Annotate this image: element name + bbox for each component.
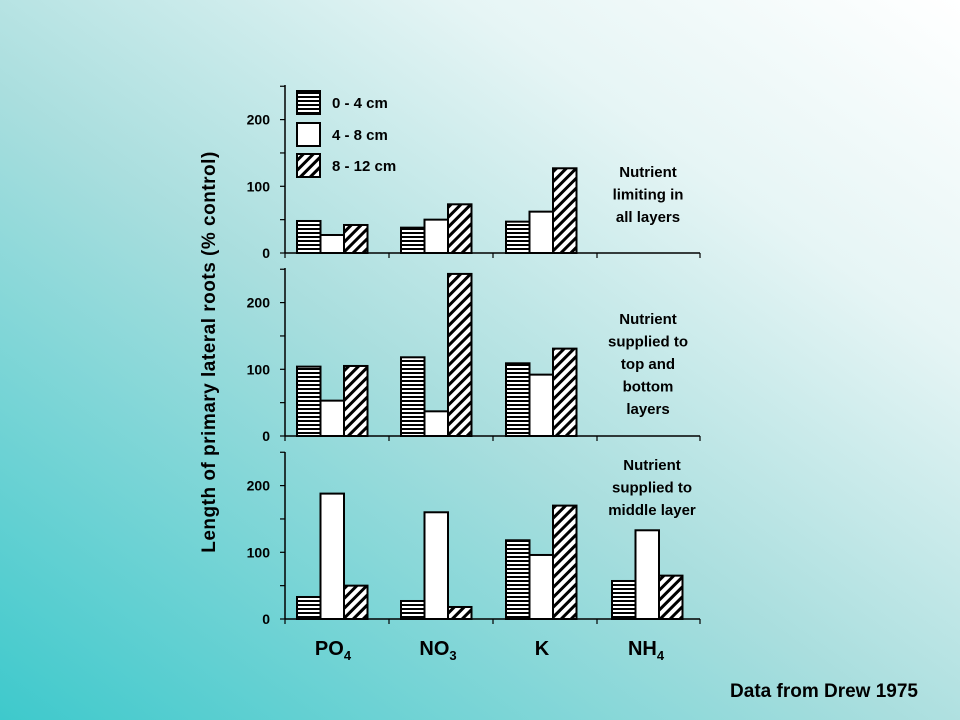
bar-4-8cm-no	[423, 218, 449, 254]
y-tick-label: 100	[247, 361, 271, 377]
bar-0-4cm-k	[505, 220, 531, 254]
bar-4-8cm-no	[423, 511, 449, 621]
legend-swatch-0-4cm	[296, 90, 321, 115]
bar-4-8cm-k	[528, 553, 554, 621]
bar-0-4cm-no	[400, 356, 426, 438]
legend-label: 0 - 4 cm	[332, 95, 388, 112]
bar-8-12cm-no	[447, 203, 473, 255]
bar-4-8cm-k	[528, 373, 554, 437]
bar-8-12cm-no	[447, 272, 473, 437]
bar-8-12cm-po	[343, 364, 369, 437]
y-tick-label: 200	[247, 478, 271, 494]
bar-0-4cm-k	[505, 539, 531, 621]
legend: 0 - 4 cm 4 - 8 cm 8 - 12 cm	[296, 90, 396, 178]
bar-8-12cm-k	[552, 167, 578, 254]
bar-0-4cm-po	[296, 365, 322, 437]
y-tick-label: 0	[262, 245, 270, 261]
bar-8-12cm-k	[552, 504, 578, 620]
y-axis-label: Length of primary lateral roots (% contr…	[199, 151, 220, 553]
y-tick-label: 200	[247, 112, 271, 128]
y-tick-label: 0	[262, 428, 270, 444]
panel-3: 0 100 200 Nutrient supplied to middle layer	[247, 451, 701, 627]
bar-4-8cm-po	[319, 399, 345, 437]
category-label: PO4	[315, 638, 352, 663]
bar-8-12cm-nh	[658, 574, 684, 621]
bar-4-8cm-no	[423, 410, 449, 438]
bar-0-4cm-k	[505, 362, 531, 437]
category-label: NH4	[628, 638, 665, 663]
bar-4-8cm-nh	[634, 529, 660, 620]
legend-label: 8 - 12 cm	[332, 158, 396, 175]
y-tick-label: 100	[247, 178, 271, 194]
legend-swatch-4-8cm	[296, 122, 321, 147]
bar-4-8cm-po	[319, 233, 345, 254]
panel-1: 0 100 200 Nutrient limiting in all layers	[247, 85, 701, 261]
bar-8-12cm-k	[552, 347, 578, 437]
bar-8-12cm-po	[343, 223, 369, 254]
y-tick-label: 200	[247, 295, 271, 311]
bar-4-8cm-k	[528, 210, 554, 254]
y-tick-label: 100	[247, 544, 271, 560]
panel-note: Nutrient supplied to top and bottom layers	[608, 311, 688, 418]
bar-0-4cm-no	[400, 599, 426, 621]
bar-4-8cm-po	[319, 492, 345, 621]
category-label: NO3	[419, 638, 456, 663]
bar-0-4cm-po	[296, 595, 322, 621]
panel-note: Nutrient supplied to middle layer	[608, 457, 696, 519]
bar-0-4cm-no	[400, 226, 426, 255]
chart-panels: 0 100 200 Nutrient limiting in all layers 0 100…	[247, 85, 701, 627]
source-note: Data from Drew 1975	[730, 681, 918, 702]
legend-swatch-8-12cm	[296, 153, 321, 178]
category-labels: PO4 NO3 K NH4	[315, 638, 665, 663]
legend-label: 4 - 8 cm	[332, 127, 388, 144]
panel-note: Nutrient limiting in all layers	[613, 164, 684, 226]
bar-8-12cm-po	[343, 584, 369, 621]
y-tick-label: 0	[262, 611, 270, 627]
panel-2: 0 100 200 Nutrient supplied to top and bottom l…	[247, 268, 701, 444]
category-label: K	[535, 638, 550, 660]
bar-0-4cm-po	[296, 219, 322, 254]
bar-0-4cm-nh	[611, 579, 637, 621]
bar-8-12cm-no	[447, 605, 473, 621]
